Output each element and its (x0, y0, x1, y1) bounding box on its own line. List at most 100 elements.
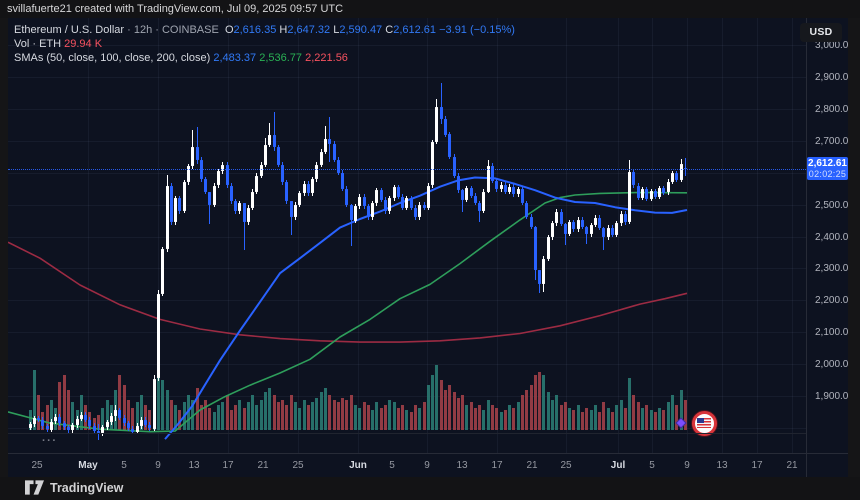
candle-body (516, 189, 520, 195)
volume-label[interactable]: Vol · ETH (14, 38, 62, 50)
volume-bar (670, 395, 674, 430)
volume-bar (422, 402, 426, 430)
legend-volume-row[interactable]: Vol · ETH 29.94 K (14, 38, 515, 52)
pane-separator[interactable] (8, 433, 806, 434)
volume-bar (396, 408, 400, 430)
volume-bar (105, 400, 109, 430)
pane-more-button[interactable]: ··· (42, 435, 58, 447)
candle-body (216, 171, 220, 186)
volume-bar (491, 405, 495, 430)
candle-body (491, 165, 495, 181)
candle-wick (564, 223, 566, 246)
volume-bar (405, 410, 409, 430)
tradingview-brand[interactable]: TradingView (25, 480, 123, 495)
price-axis-border (806, 18, 807, 477)
volume-bar (97, 415, 101, 430)
volume-bar (32, 370, 36, 430)
volume-bar (118, 375, 122, 430)
time-tick-label: 17 (222, 460, 234, 471)
time-tick-label: 17 (751, 460, 763, 471)
volume-bar (28, 410, 32, 430)
volume-bar (264, 392, 268, 430)
candle-body (379, 190, 383, 200)
vertical-gridline (358, 18, 359, 453)
time-tick-label: 13 (716, 460, 728, 471)
legend-smas-row[interactable]: SMAs (50, close, 100, close, 200, close)… (14, 52, 515, 66)
price-tick-label: 2,400.00 (815, 231, 848, 243)
volume-bar (311, 402, 315, 430)
volume-bar (289, 395, 293, 430)
volume-bar (619, 400, 623, 430)
volume-bar (409, 412, 413, 430)
candle-body (341, 172, 345, 189)
volume-bar (251, 395, 255, 430)
us-flag-graphic (697, 418, 711, 428)
volume-bar (71, 402, 75, 430)
volume-bar (199, 405, 203, 430)
currency-usd-button[interactable]: USD (800, 23, 842, 42)
ohlc-low-value: 2,590.47 (339, 24, 383, 36)
volume-bar (268, 388, 272, 430)
last-price-label[interactable]: 2,612.61 02:02:25 (807, 157, 848, 181)
smas-label[interactable]: SMAs (50, close, 100, close, 200, close) (14, 52, 211, 64)
candle-body (298, 193, 302, 205)
candle-body (255, 175, 259, 192)
volume-bar (628, 378, 632, 430)
price-pane[interactable]: Ethereum / U.S. Dollar · 12h · COINBASE … (8, 18, 806, 453)
volume-bar (563, 402, 567, 430)
volume-bar (302, 400, 306, 430)
price-tick-label: 2,800.00 (815, 103, 848, 115)
legend-symbol-row[interactable]: Ethereum / U.S. Dollar · 12h · COINBASE … (14, 24, 515, 38)
candle-body (319, 152, 323, 165)
time-tick-label: 13 (456, 460, 468, 471)
volume-bar (315, 398, 319, 430)
volume-bar (392, 402, 396, 430)
volume-bar (473, 408, 477, 430)
chart-widget[interactable]: Ethereum / U.S. Dollar · 12h · COINBASE … (8, 18, 848, 477)
candle-body (443, 118, 447, 135)
volume-bar (465, 405, 469, 430)
candle-body (212, 185, 216, 205)
horizontal-gridline (8, 45, 806, 47)
volume-bar (606, 408, 610, 430)
symbol-meta[interactable]: · 12h · COINBASE (127, 24, 219, 36)
last-price-value: 2,612.61 (808, 158, 847, 170)
horizontal-gridline (8, 332, 806, 334)
candle-body (345, 188, 349, 205)
volume-bar (139, 395, 143, 430)
vertical-gridline (792, 18, 793, 453)
volume-bar (306, 405, 310, 430)
tradingview-logo-icon (25, 480, 44, 495)
candle-body (242, 203, 246, 223)
candle-wick (243, 204, 245, 251)
candle-body (276, 147, 280, 165)
volume-bar (49, 400, 53, 430)
volume-bar (332, 400, 336, 430)
bar-countdown: 02:02:25 (808, 169, 847, 180)
volume-bar (683, 400, 687, 430)
time-axis[interactable]: 25 May 5 9 13 17 21 25 Jun 5 9 13 17 21 25 Jul 5 9 13 17 21 (8, 453, 848, 477)
candle-body (272, 135, 276, 148)
us-flag-event-icon[interactable] (691, 410, 717, 436)
volume-bar (238, 400, 242, 430)
candle-body (354, 206, 357, 221)
symbol-title[interactable]: Ethereum / U.S. Dollar (14, 24, 125, 36)
volume-bar (640, 408, 644, 430)
volume-bar (512, 408, 516, 430)
volume-bar (388, 400, 392, 430)
sma-lines (8, 176, 688, 440)
vertical-gridline (298, 18, 299, 453)
candle-body (448, 134, 452, 157)
vertical-gridline (566, 18, 567, 453)
volume-bar (221, 402, 225, 430)
time-tick-label: Jul (610, 460, 626, 471)
volume-bar (508, 405, 512, 430)
price-tick-label: 2,200.00 (815, 295, 848, 307)
candle-body (495, 180, 499, 190)
candle-body (640, 189, 644, 198)
candle-body (435, 107, 439, 143)
candle-body (144, 419, 148, 425)
volume-bar (165, 390, 169, 430)
candle-body (28, 424, 32, 428)
time-tick-label: 5 (121, 460, 127, 471)
